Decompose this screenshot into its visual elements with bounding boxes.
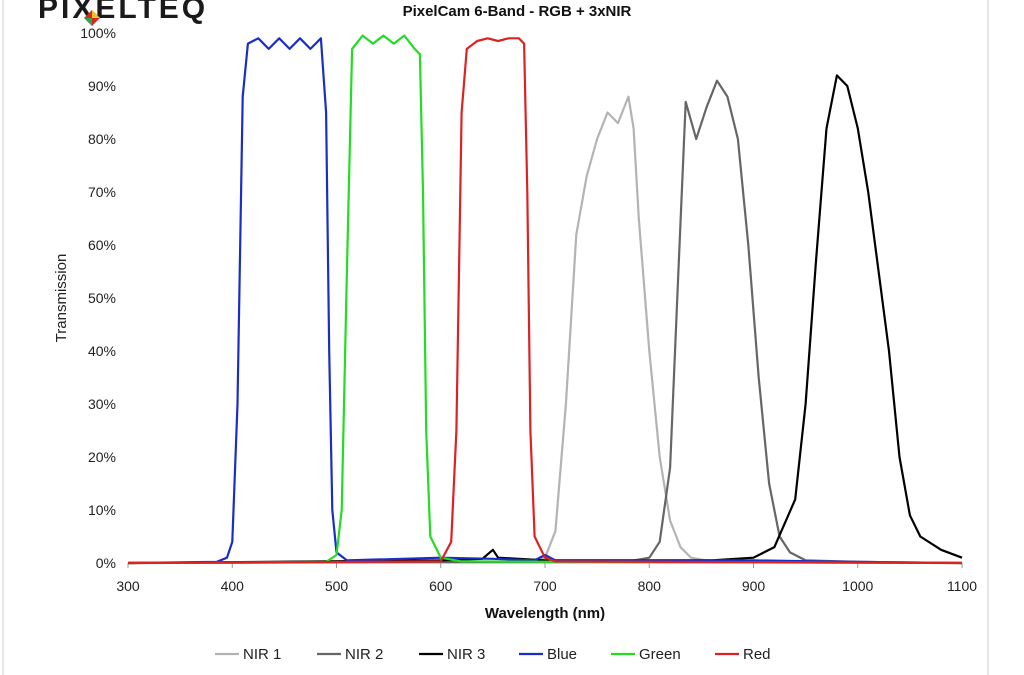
y-tick-label: 70% (88, 184, 116, 200)
y-axis-ticks: 0% 10% 20% 30% 40% 50% 60% 70% 80% 90% 100% (80, 25, 116, 571)
legend-label-green: Green (639, 646, 681, 663)
y-tick-label: 40% (88, 343, 116, 359)
x-tick-label: 300 (116, 578, 140, 594)
chart-title: PixelCam 6-Band - RGB + 3xNIR (403, 3, 632, 20)
x-tick-label: 900 (742, 578, 766, 594)
legend-label-nir-3: NIR 3 (447, 646, 485, 663)
y-tick-label: 90% (88, 78, 116, 94)
x-tick-label: 400 (221, 578, 245, 594)
y-tick-label: 0% (96, 555, 116, 571)
pixelteq-logo: PIXELTEQ (38, 0, 208, 26)
y-tick-label: 30% (88, 396, 116, 412)
series-line-nir-3 (127, 74, 963, 565)
legend: NIR 1 NIR 2 NIR 3 Blue Green Red (215, 646, 771, 663)
x-tick-label: 500 (325, 578, 349, 594)
legend-label-red: Red (743, 646, 771, 663)
series-lines (127, 34, 963, 565)
y-axis-title: Transmission (53, 254, 70, 343)
logo-x-mark (84, 10, 100, 26)
x-tick-label: 1100 (947, 578, 977, 594)
logo-wordmark: PIXELTEQ (38, 0, 208, 25)
series-line-nir-2 (127, 79, 963, 565)
y-tick-label: 10% (88, 502, 116, 518)
legend-label-nir-2: NIR 2 (345, 646, 383, 663)
series-line-green (127, 34, 963, 565)
legend-label-blue: Blue (547, 646, 577, 663)
legend-label-nir-1: NIR 1 (243, 646, 281, 663)
y-tick-label: 50% (88, 290, 116, 306)
y-tick-label: 100% (80, 25, 116, 41)
x-tick-label: 700 (533, 578, 557, 594)
series-line-blue (127, 37, 963, 565)
series-line-nir-1 (127, 95, 963, 565)
x-tick-label: 1000 (842, 578, 873, 594)
x-axis-title: Wavelength (nm) (485, 605, 605, 622)
x-axis-ticks: 300 400 500 600 700 800 900 1000 1100 (116, 563, 977, 594)
y-tick-label: 20% (88, 449, 116, 465)
x-tick-label: 800 (638, 578, 662, 594)
y-tick-label: 80% (88, 131, 116, 147)
y-tick-label: 60% (88, 237, 116, 253)
series-line-red (127, 37, 963, 565)
x-tick-label: 600 (429, 578, 453, 594)
